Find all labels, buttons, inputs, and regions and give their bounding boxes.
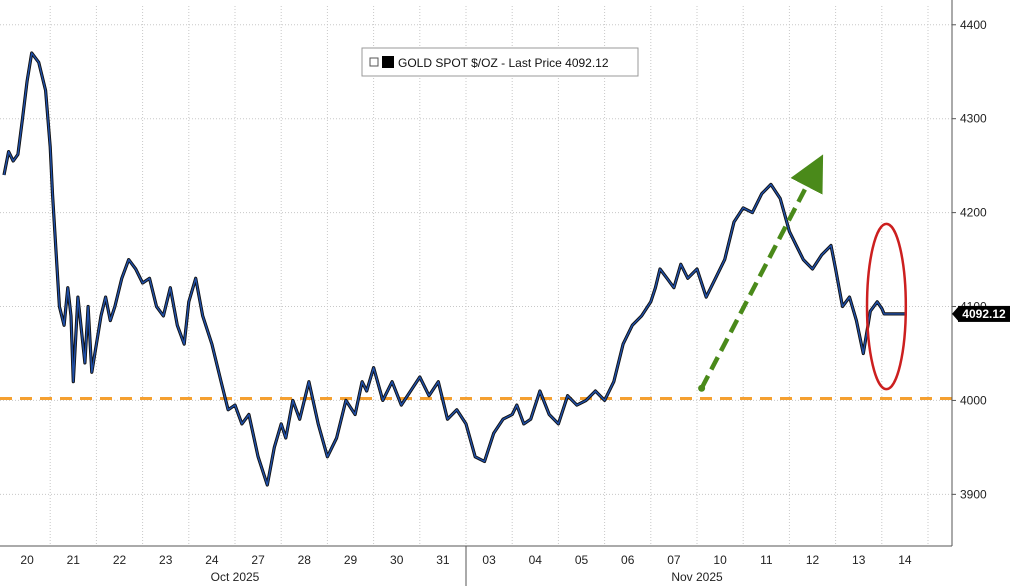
- y-tick-label: 4400: [960, 18, 987, 32]
- x-tick-label: 23: [159, 553, 173, 567]
- series-line: [3, 52, 905, 486]
- x-tick-label: 31: [436, 553, 450, 567]
- legend-layer: GOLD SPOT $/OZ - Last Price 4092.12: [361, 47, 639, 77]
- x-tick-label: 05: [575, 553, 589, 567]
- y-tick-label: 4000: [960, 393, 987, 407]
- y-tick-label: 4300: [960, 112, 987, 126]
- x-tick-label: 14: [898, 553, 912, 567]
- x-tick-label: 10: [713, 553, 727, 567]
- legend-label: GOLD SPOT $/OZ - Last Price 4092.12: [398, 56, 609, 70]
- legend-box: [361, 47, 639, 77]
- y-tick-label: 4200: [960, 206, 987, 220]
- x-tick-label: 28: [298, 553, 312, 567]
- x-tick-label: 21: [67, 553, 81, 567]
- series-line-shadow: [2, 51, 905, 487]
- x-tick-label: 30: [390, 553, 404, 567]
- x-tick-label: 06: [621, 553, 635, 567]
- y-tick-label: 3900: [960, 487, 987, 501]
- annotation-layer: [698, 154, 908, 392]
- x-month-label: Oct 2025: [211, 570, 260, 584]
- x-tick-label: 07: [667, 553, 681, 567]
- x-month-label: Nov 2025: [671, 570, 723, 584]
- x-tick-label: 27: [251, 553, 265, 567]
- x-tick-label: 20: [20, 553, 34, 567]
- red-highlight-ellipse: [865, 222, 908, 391]
- x-tick-label: 04: [529, 553, 543, 567]
- x-tick-label: 12: [806, 553, 820, 567]
- x-tick-label: 03: [482, 553, 496, 567]
- legend-color-swatch: [382, 56, 394, 68]
- x-tick-label: 11: [760, 553, 773, 567]
- series-layer: [2, 51, 905, 487]
- last-price-layer: 4092.12: [952, 305, 1010, 322]
- legend-expand-icon[interactable]: [369, 57, 379, 67]
- last-price-label: 4092.12: [962, 307, 1006, 321]
- last-price-badge: [958, 305, 1010, 322]
- x-tick-label: 13: [852, 553, 866, 567]
- last-price-pointer: [952, 305, 959, 322]
- x-tick-label: 22: [113, 553, 127, 567]
- x-tick-label: 24: [205, 553, 219, 567]
- grid-layer: [0, 6, 952, 546]
- x-tick-label: 29: [344, 553, 358, 567]
